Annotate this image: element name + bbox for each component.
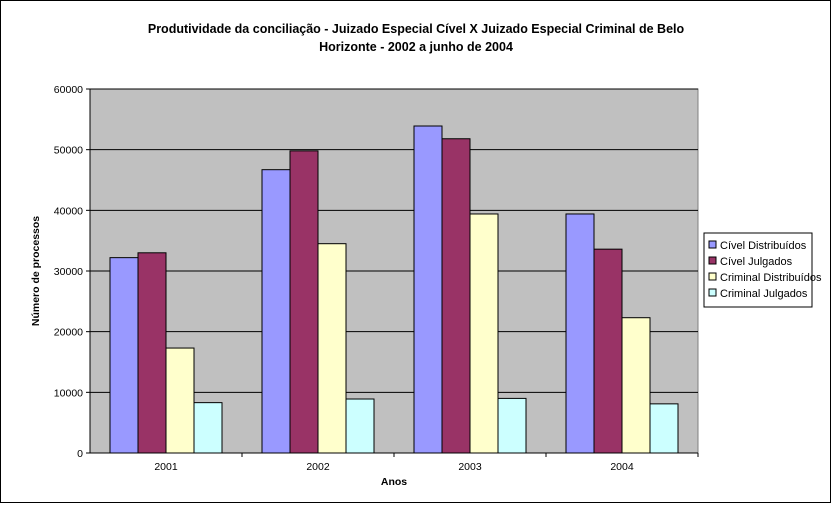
legend: Cível Distribuídos Cível Julgados Criminal… — [703, 232, 822, 308]
y-tick-label: 10000 — [54, 387, 83, 399]
legend-label: Criminal Distribuídos — [720, 272, 822, 284]
y-tick-label: 50000 — [54, 145, 83, 157]
legend-label: Criminal Julgados — [720, 288, 808, 300]
bar-2002-series-1 — [289, 150, 319, 454]
chart-title-line-1: Produtividade da conciliação - Juizado E… — [148, 22, 685, 36]
legend-box — [703, 232, 813, 308]
bar-2001-series-3 — [193, 402, 223, 454]
y-tick-label: 30000 — [54, 266, 83, 278]
legend-swatch — [708, 272, 717, 281]
y-tick-label: 60000 — [54, 84, 83, 96]
bar-2001-series-1 — [137, 252, 167, 454]
x-axis-title: Anos — [381, 476, 407, 488]
bar-2001-series-0 — [109, 257, 139, 454]
bar-2001-series-2 — [165, 347, 195, 454]
legend-label: Cível Julgados — [720, 256, 793, 268]
chart-title-line-2: Horizonte - 2002 a junho de 2004 — [319, 40, 513, 54]
legend-swatch — [708, 256, 717, 265]
bar-2002-series-0 — [261, 169, 291, 454]
bar-2004-series-2 — [621, 317, 651, 454]
legend-swatch — [708, 288, 717, 297]
bar-2003-series-3 — [497, 397, 527, 454]
y-axis-title: Número de processos — [30, 216, 42, 326]
bar-2004-series-3 — [649, 403, 679, 454]
x-tick-label: 2002 — [306, 461, 330, 473]
bar-2002-series-3 — [345, 398, 375, 454]
x-tick-label: 2001 — [154, 461, 178, 473]
bar-2003-series-2 — [469, 213, 499, 454]
x-tick-label: 2004 — [610, 461, 634, 473]
bar-2003-series-0 — [413, 125, 443, 454]
legend-swatch — [708, 240, 717, 249]
bar-2004-series-1 — [593, 248, 623, 454]
legend-label: Cível Distribuídos — [720, 240, 807, 252]
y-tick-label: 0 — [77, 448, 83, 460]
y-tick-label: 20000 — [54, 327, 83, 339]
x-tick-label: 2003 — [458, 461, 482, 473]
bar-2004-series-0 — [565, 213, 595, 454]
y-tick-label: 40000 — [54, 205, 83, 217]
bar-2002-series-2 — [317, 243, 347, 454]
bar-2003-series-1 — [441, 138, 471, 454]
